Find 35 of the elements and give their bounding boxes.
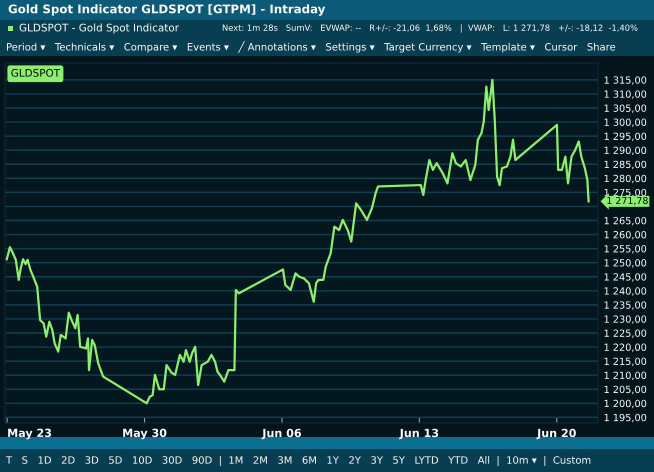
- y-tick-label: 1 255,00: [604, 245, 646, 254]
- x-tick-label: Jun 20: [536, 428, 576, 440]
- chart-title: Gold Spot Indicator GLDSPOT [GTPM] - Intraday: [8, 4, 326, 16]
- y-tick-label: 1 195,00: [604, 414, 646, 422]
- y-tick-label: 1 245,00: [604, 273, 646, 282]
- y-tick-label: 1 285,00: [604, 160, 646, 170]
- y-tick-label: 1 235,00: [604, 301, 646, 310]
- x-tick-label: May 30: [123, 428, 166, 440]
- y-tick-label: 1 280,00: [604, 174, 646, 184]
- text: 1 271,78: [607, 196, 648, 206]
- y-tick-label: 1 240,00: [604, 287, 646, 296]
- y-tick-label: 1 310,00: [604, 90, 646, 99]
- text: Period ▾ Technicals ▾ Compare ▾ Events ▾ ╱ Annotations ▾ Settings ▾ Target Currency ▾ Template ▾ Cursor Share: [6, 41, 616, 53]
- y-tick-label: 1 260,00: [604, 231, 646, 240]
- y-tick-label: 1 215,00: [604, 358, 646, 366]
- y-tick-label: 1 210,00: [604, 372, 646, 380]
- x-tick-label: May 23: [8, 428, 52, 440]
- text: T S 1D 2D 3D 5D 10D 30D 90D | 1M 2M 3M 6M 1Y 2Y 3Y 5Y LYTD YTD All | 10m ▾ | Custom: [6, 456, 590, 466]
- y-tick-label: 1 265,00: [604, 216, 646, 226]
- x-tick-label: Jun 13: [399, 428, 438, 440]
- y-tick-label: 1 250,00: [604, 259, 646, 268]
- y-tick-label: 1 315,00: [604, 76, 646, 85]
- y-tick-label: 1 200,00: [604, 400, 646, 408]
- y-tick-label: 1 220,00: [604, 344, 646, 352]
- chart-subtitle: GLDSPOT - Gold Spot Indicator: [20, 23, 180, 34]
- y-tick-label: 1 230,00: [604, 315, 646, 324]
- text: GLDSPOT: [11, 68, 60, 77]
- y-tick-label: 1 295,00: [604, 132, 646, 141]
- y-tick-label: 1 225,00: [604, 329, 646, 338]
- y-tick-label: 1 300,00: [604, 118, 646, 127]
- y-tick-label: 1 290,00: [604, 146, 646, 156]
- y-tick-label: 1 305,00: [604, 104, 646, 113]
- y-tick-label: 1 205,00: [604, 386, 646, 394]
- text: Next: 1m 28s SumV: EVWAP: -- R+/-: -21,06 1,68% | VWAP: L: 1 271,78 +/-: -18,12 -1,40%: [222, 24, 638, 33]
- x-tick-label: Jun 06: [262, 428, 302, 440]
